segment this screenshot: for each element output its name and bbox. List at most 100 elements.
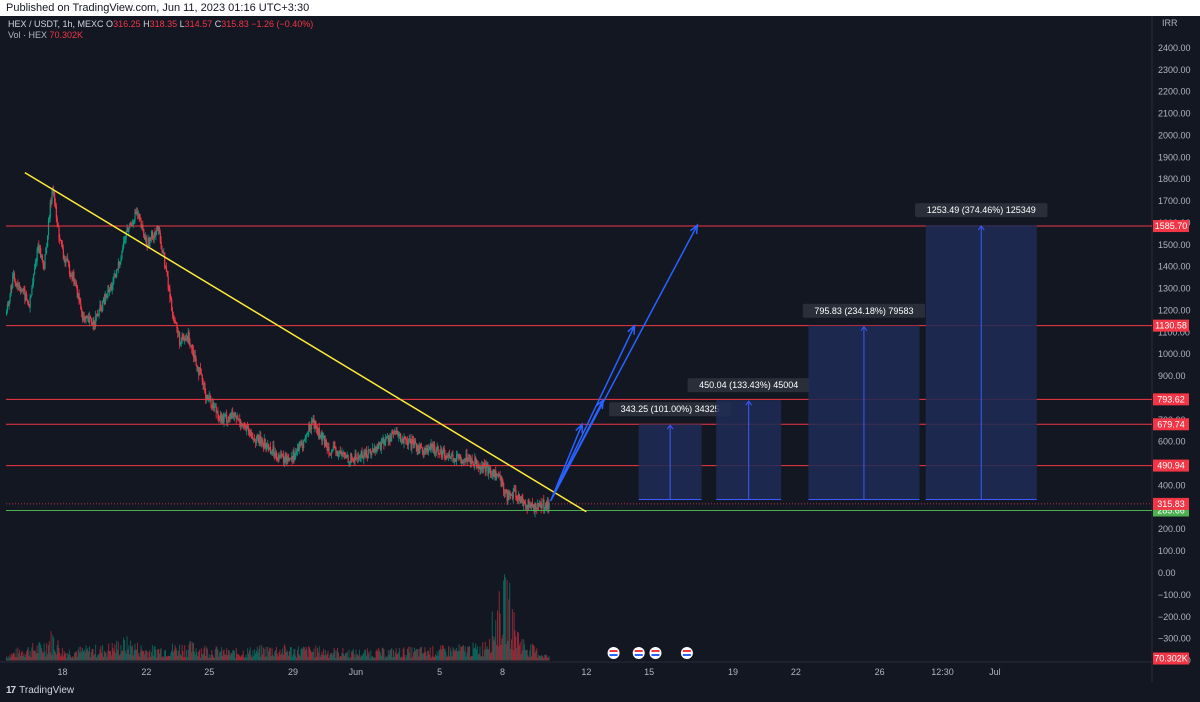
- candle-body: [515, 489, 517, 498]
- y-tick-label: 1400.00: [1158, 262, 1191, 272]
- candle-body: [56, 218, 58, 224]
- candle-body: [451, 454, 453, 457]
- volume-bar: [135, 649, 137, 661]
- candle-body: [524, 502, 527, 506]
- volume-bar: [159, 649, 161, 661]
- volume-bar: [170, 652, 172, 661]
- candle-body: [26, 299, 29, 302]
- candle-body: [458, 455, 460, 457]
- volume-bar: [456, 651, 458, 661]
- volume-bar: [118, 655, 120, 661]
- volume-bar: [523, 639, 525, 661]
- candle-body: [26, 294, 28, 300]
- candle-body: [178, 332, 181, 345]
- volume-bar: [443, 648, 445, 661]
- volume-bar: [337, 652, 339, 661]
- candle-body: [9, 295, 11, 301]
- volume-bar: [261, 654, 263, 661]
- volume-bar: [426, 656, 428, 661]
- candle-body: [513, 489, 515, 492]
- volume-bar: [189, 640, 191, 661]
- volume-bar: [169, 656, 171, 661]
- volume-bar: [230, 653, 232, 661]
- volume-bar: [547, 657, 549, 661]
- candle-body: [242, 424, 244, 427]
- candle-body: [227, 416, 230, 421]
- event-icon-stripe: [609, 654, 618, 656]
- volume-bar: [146, 651, 148, 661]
- candle-body: [427, 449, 430, 452]
- candle-body: [283, 459, 286, 463]
- candle-body: [95, 314, 98, 317]
- legend-symbol: HEX / USDT, 1h, MEXC: [8, 19, 104, 29]
- volume-bar: [161, 657, 163, 661]
- candle-body: [445, 456, 447, 459]
- volume-bar: [250, 655, 252, 661]
- volume-bar: [510, 639, 512, 661]
- volume-bar: [247, 648, 249, 661]
- volume-bar: [467, 646, 469, 661]
- volume-bar: [416, 649, 418, 661]
- volume-bar: [231, 652, 233, 661]
- volume-bar: [517, 631, 519, 661]
- volume-bar: [255, 650, 257, 661]
- candle-body: [329, 452, 331, 454]
- volume-bar: [351, 651, 353, 661]
- candle-body: [250, 430, 252, 437]
- volume-bar: [158, 648, 160, 661]
- volume-bar: [219, 652, 221, 661]
- candle-body: [506, 490, 508, 501]
- volume-bar: [332, 652, 334, 661]
- candle-body: [192, 348, 194, 351]
- volume-bar: [158, 653, 160, 661]
- candle-body: [341, 452, 343, 455]
- candle-body: [105, 294, 107, 298]
- y-tick-label: 2200.00: [1158, 87, 1191, 97]
- candle-body: [408, 438, 410, 440]
- candle-body: [337, 451, 339, 457]
- candle-body: [224, 415, 226, 417]
- candle-body: [6, 304, 9, 312]
- volume-bar: [537, 657, 539, 661]
- volume-bar: [385, 655, 387, 661]
- volume-bar: [540, 655, 542, 661]
- candle-body: [371, 451, 373, 456]
- y-tick-label: 1000.00: [1158, 349, 1191, 359]
- volume-bar: [172, 652, 174, 661]
- candle-body: [15, 283, 17, 286]
- candle-body: [42, 260, 44, 267]
- candle-body: [266, 445, 268, 448]
- candle-body: [108, 289, 110, 293]
- candle-body: [134, 211, 136, 221]
- volume-bar: [131, 645, 133, 661]
- candle-body: [75, 282, 78, 286]
- candle-body: [40, 255, 43, 258]
- candle-body: [258, 437, 260, 444]
- volume-bar: [59, 652, 61, 661]
- volume-bar: [344, 655, 346, 661]
- candle-body: [110, 285, 113, 290]
- volume-bar: [103, 650, 105, 661]
- candle-body: [354, 454, 356, 461]
- volume-bar: [408, 652, 410, 661]
- candle-body: [53, 190, 55, 193]
- volume-bar: [99, 649, 101, 661]
- volume-bar: [199, 649, 201, 661]
- volume-bar: [363, 652, 365, 661]
- volume-bar: [252, 650, 254, 661]
- volume-bar: [152, 655, 154, 661]
- candle-body: [69, 274, 71, 276]
- y-tick-label: 900.00: [1158, 371, 1186, 381]
- volume-bar: [388, 654, 390, 661]
- candle-body: [288, 458, 290, 461]
- tradingview-brand[interactable]: 17 TradingView: [6, 685, 74, 696]
- candle-body: [429, 446, 431, 451]
- volume-bar: [237, 654, 239, 661]
- volume-bar: [520, 654, 522, 661]
- candle-body: [327, 446, 329, 451]
- candle-body: [46, 246, 48, 249]
- candle-body: [286, 457, 288, 462]
- candle-body: [128, 228, 130, 232]
- volume-bar: [254, 649, 256, 661]
